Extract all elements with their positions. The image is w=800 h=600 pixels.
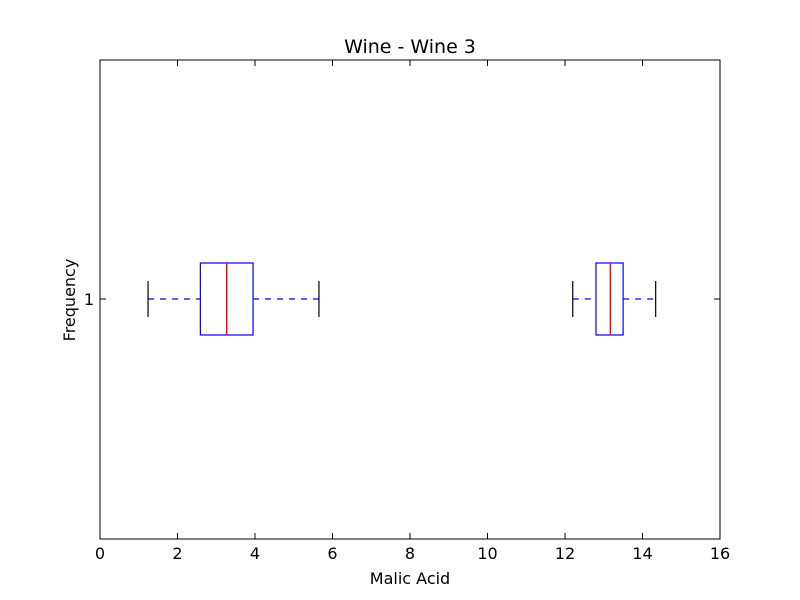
x-axis-label: Malic Acid: [370, 569, 450, 588]
box-plot-1: [147, 262, 320, 336]
x-tick-label: 6: [327, 544, 337, 563]
y-tick-label: 1: [84, 290, 94, 309]
x-tick-label: 12: [555, 544, 575, 563]
x-tick-label: 0: [95, 544, 105, 563]
x-tick-label: 10: [477, 544, 497, 563]
box-plot-2: [572, 262, 657, 336]
x-tick-label: 4: [250, 544, 260, 563]
x-tick-label: 8: [405, 544, 415, 563]
box-series: [147, 262, 657, 336]
x-tick-label: 16: [710, 544, 730, 563]
chart-title: Wine - Wine 3: [344, 36, 476, 58]
x-tick-label: 14: [632, 544, 652, 563]
x-tick-label: 2: [172, 544, 182, 563]
x-axis: 0 2 4 6 8 10 12 14 16: [95, 60, 730, 563]
box-iqr: [595, 262, 624, 336]
y-axis: 1: [84, 290, 720, 309]
y-axis-label: Frequency: [60, 259, 79, 342]
